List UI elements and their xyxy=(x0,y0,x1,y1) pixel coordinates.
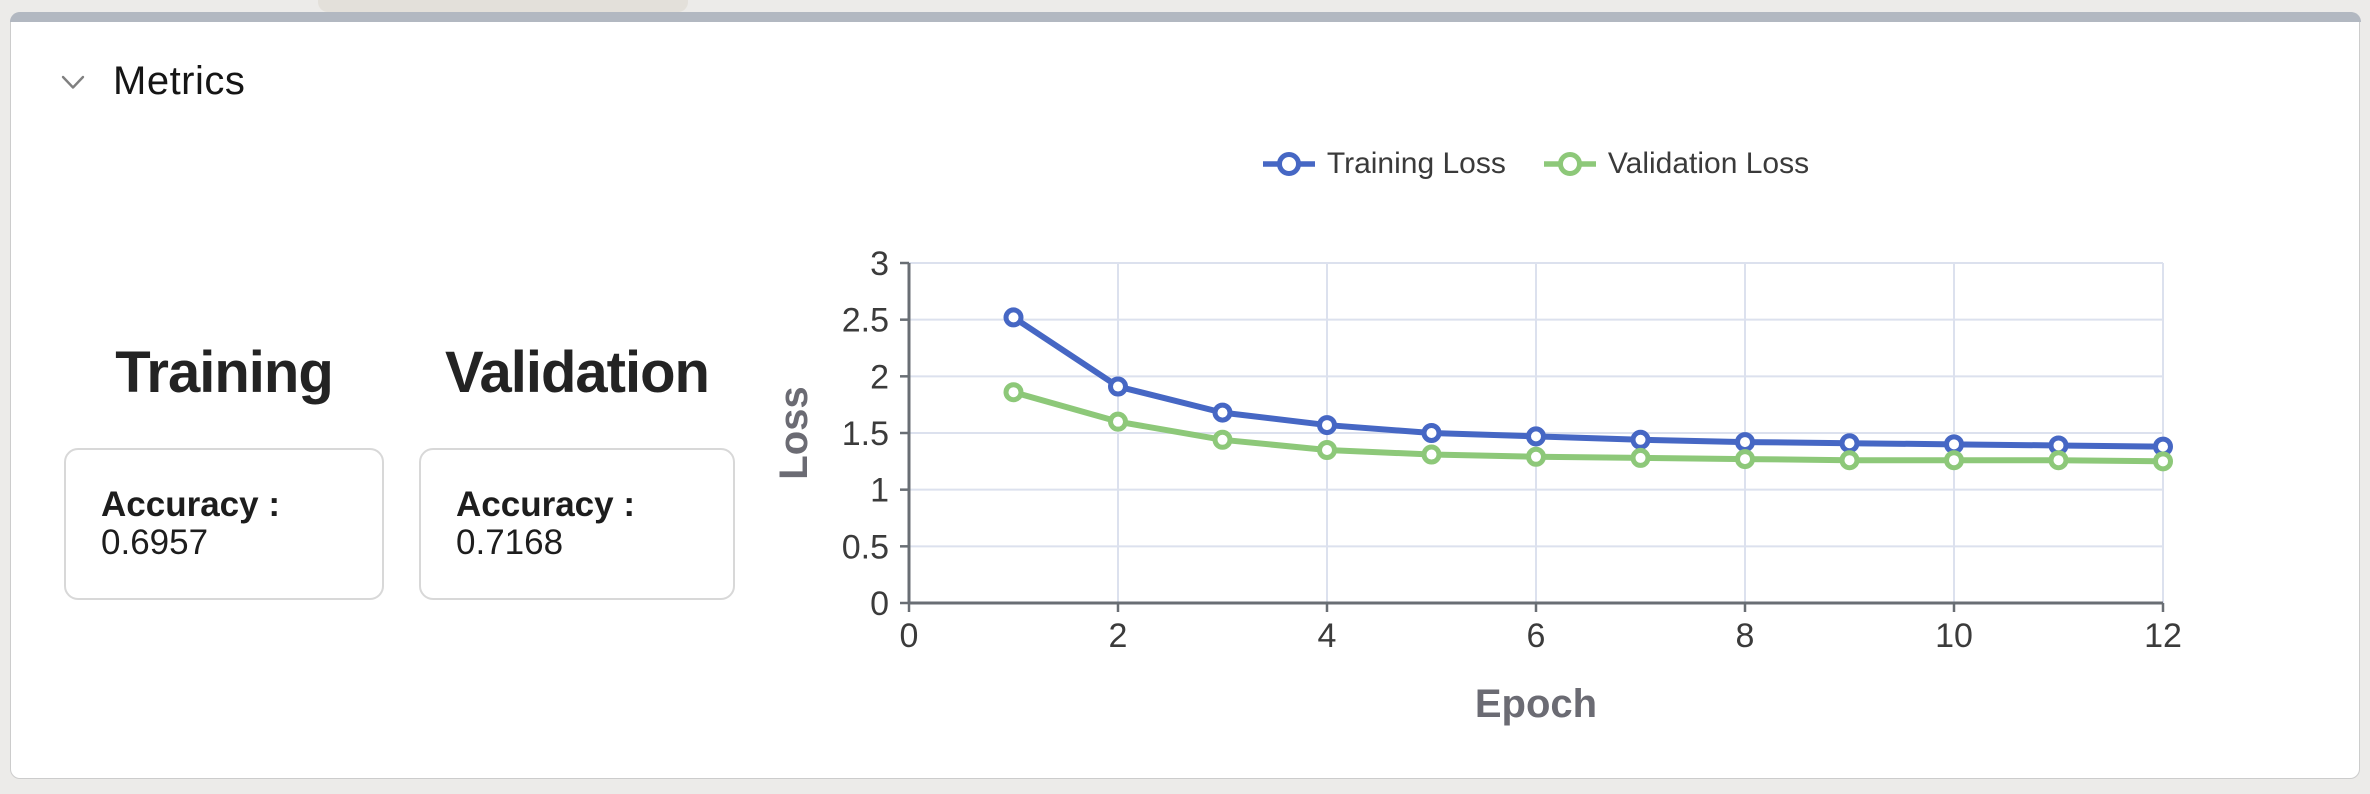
y-tick-label: 1 xyxy=(870,472,889,510)
validation-accuracy-label: Accuracy : xyxy=(456,485,635,524)
validation-loss-point-epoch-11 xyxy=(2048,450,2069,471)
training-heading: Training xyxy=(115,340,334,405)
validation-loss-point-epoch-3 xyxy=(1212,429,1233,450)
training-loss-point-epoch-4 xyxy=(1317,415,1337,436)
training-loss-point-epoch-1 xyxy=(1003,307,1024,328)
validation-loss-point-epoch-10 xyxy=(1944,450,1964,471)
chevron-down-icon[interactable] xyxy=(61,74,85,90)
panel-title: Metrics xyxy=(113,59,246,103)
validation-heading: Validation xyxy=(445,340,710,405)
legend-item-training-loss: Training Loss xyxy=(1262,147,1506,181)
training-loss-point-epoch-2 xyxy=(1108,376,1128,397)
validation-loss-marker-icon xyxy=(1543,152,1596,176)
validation-loss-point-epoch-9 xyxy=(1839,450,1860,471)
chart-legend: Training Loss Validation Loss xyxy=(909,144,2163,184)
legend-label-validation-loss: Validation Loss xyxy=(1607,147,1810,180)
y-tick-label: 0 xyxy=(870,585,889,623)
background-tab-artifact xyxy=(318,0,688,12)
training-loss-point-epoch-5 xyxy=(1421,423,1442,443)
validation-accuracy-value: 0.7168 xyxy=(456,523,564,562)
validation-loss-point-epoch-7 xyxy=(1630,447,1651,468)
training-accuracy-value: 0.6957 xyxy=(101,523,209,562)
y-tick-label: 3 xyxy=(870,245,889,283)
y-axis-label: Loss xyxy=(772,386,816,479)
validation-loss-line xyxy=(1010,389,2166,465)
validation-loss-point-epoch-1 xyxy=(1003,382,1024,403)
x-tick-label: 8 xyxy=(1736,617,1755,655)
training-loss-marker-icon xyxy=(1262,152,1315,176)
validation-loss-point-epoch-12 xyxy=(2153,451,2173,472)
legend-label-training-loss: Training Loss xyxy=(1326,147,1506,180)
series-training-loss xyxy=(1003,307,2173,457)
validation-loss-point-epoch-5 xyxy=(1421,444,1442,465)
legend-item-validation-loss: Validation Loss xyxy=(1543,147,1810,181)
training-loss-point-epoch-7 xyxy=(1630,429,1651,450)
x-tick-label: 6 xyxy=(1527,617,1546,655)
metrics-panel: Metrics Training Accuracy : 0.6957 Valid… xyxy=(9,11,2361,779)
chart-axes xyxy=(900,261,2165,612)
series-validation-loss xyxy=(1003,382,2173,472)
panel-top-strip xyxy=(9,11,2361,22)
chart-tick-labels: 0 0.5 1 1.5 2 2.5 3 0 2 4 6 8 10 12 xyxy=(842,245,2182,655)
training-loss-point-epoch-6 xyxy=(1526,426,1546,447)
y-tick-label: 2.5 xyxy=(842,302,889,340)
training-loss-point-epoch-10 xyxy=(1944,434,1964,455)
y-tick-label: 0.5 xyxy=(842,528,889,566)
x-tick-label: 2 xyxy=(1109,617,1128,655)
x-tick-label: 12 xyxy=(2144,617,2182,655)
x-tick-label: 4 xyxy=(1318,617,1337,655)
validation-loss-point-epoch-4 xyxy=(1317,440,1337,460)
x-axis-label: Epoch xyxy=(1475,682,1597,726)
training-accuracy-label: Accuracy : xyxy=(101,485,280,524)
training-loss-point-epoch-9 xyxy=(1839,433,1860,454)
validation-loss-point-epoch-8 xyxy=(1735,449,1755,470)
validation-metric-column: Validation Accuracy : 0.7168 xyxy=(419,341,735,600)
y-tick-label: 2 xyxy=(870,358,889,396)
training-accuracy-card: Accuracy : 0.6957 xyxy=(64,448,384,600)
x-tick-label: 10 xyxy=(1935,617,1973,655)
panel-header: Metrics xyxy=(61,59,245,104)
training-loss-point-epoch-3 xyxy=(1212,402,1233,423)
y-tick-label: 1.5 xyxy=(842,415,889,453)
validation-accuracy-card: Accuracy : 0.7168 xyxy=(419,448,735,600)
training-metric-column: Training Accuracy : 0.6957 xyxy=(64,341,384,600)
validation-loss-point-epoch-2 xyxy=(1108,411,1128,432)
validation-loss-point-epoch-6 xyxy=(1526,446,1546,467)
training-loss-point-epoch-8 xyxy=(1735,432,1755,453)
x-tick-label: 0 xyxy=(900,617,919,655)
training-loss-line xyxy=(1010,314,2166,450)
